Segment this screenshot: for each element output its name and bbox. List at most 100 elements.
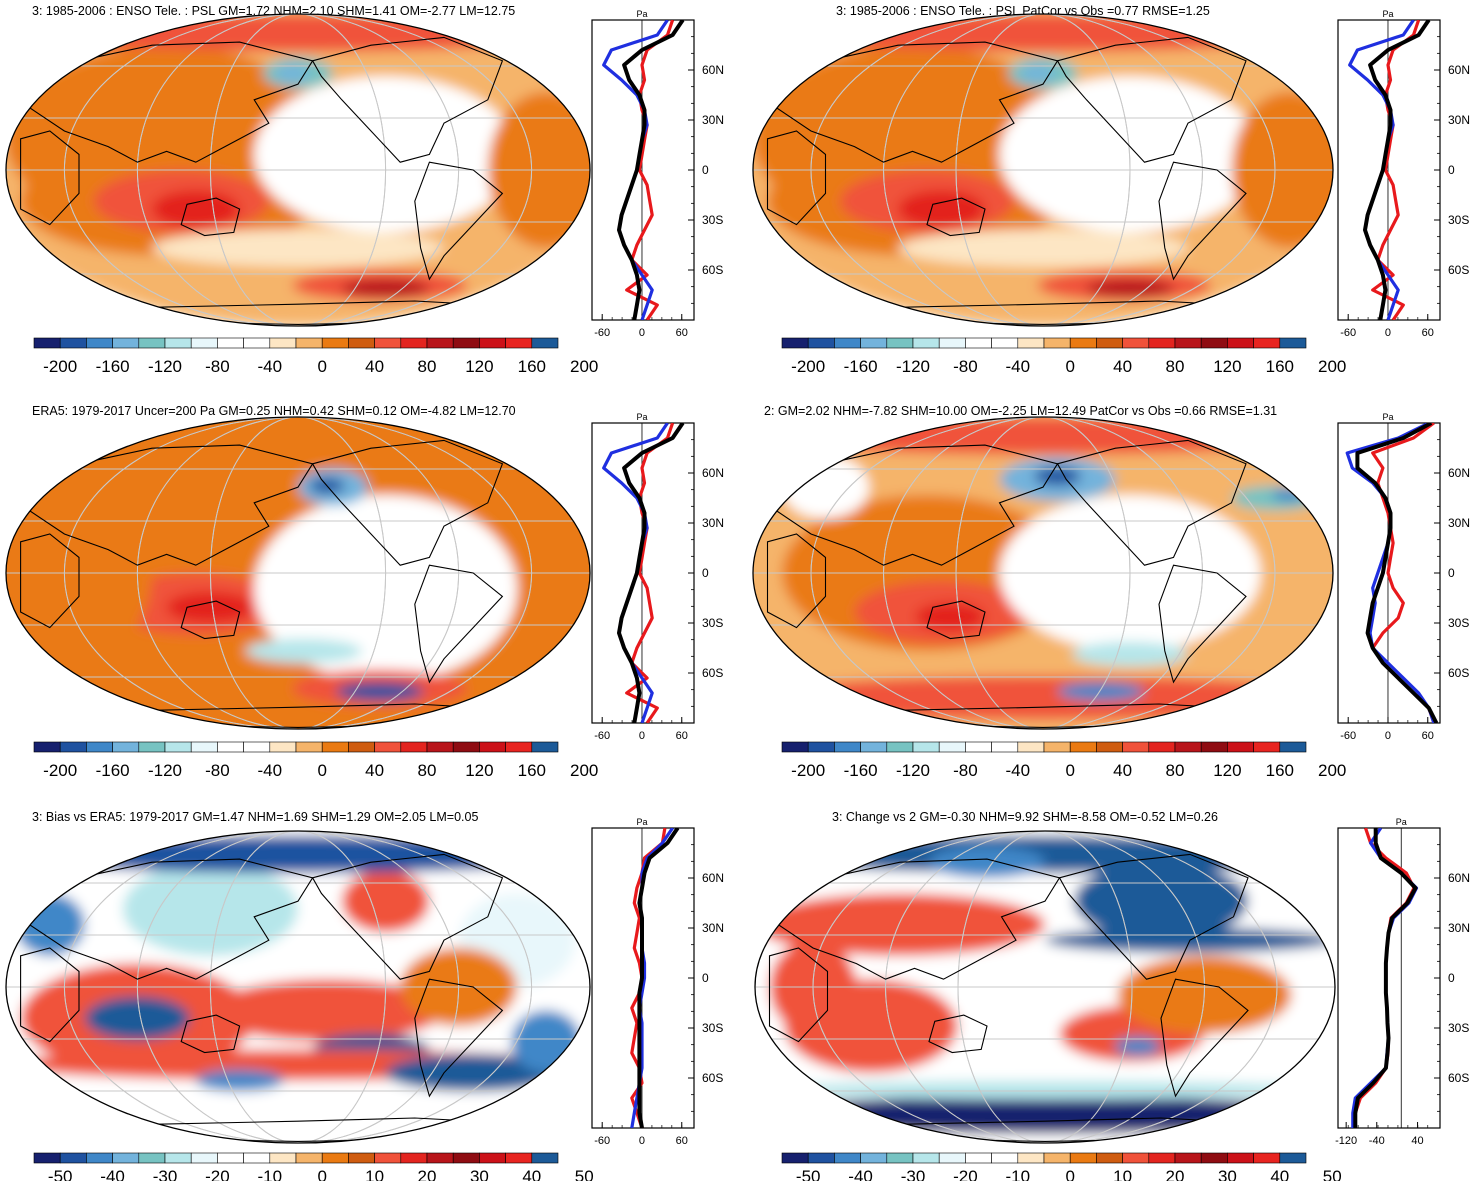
colorbar-label: -40: [258, 357, 283, 376]
colorbar-cell: [807, 337, 835, 349]
colorbar-cell: [33, 741, 61, 753]
contour-region: [385, 1054, 561, 1092]
colorbar-label: 0: [1065, 357, 1074, 376]
colorbar-label: 120: [465, 761, 493, 780]
colorbar-cell: [1017, 1152, 1045, 1164]
latitude-label: 30N: [1448, 516, 1470, 530]
zonal-mean-tick-label: 0: [639, 327, 645, 339]
colorbar-cell: [479, 741, 506, 753]
zonal-mean-curve-black: [637, 828, 680, 1128]
colorbar-label: 30: [1218, 1167, 1237, 1181]
colorbar-cell: [374, 1152, 402, 1164]
colorbar-label: 40: [1270, 1167, 1289, 1181]
colorbar-cell: [781, 337, 809, 349]
contour-region: [755, 893, 1045, 956]
map-outline: [5, 830, 591, 1144]
colorbar-label: 40: [365, 357, 384, 376]
colorbar-cell: [452, 741, 480, 753]
colorbar-cell: [860, 337, 888, 349]
colorbar-label: -80: [205, 761, 230, 780]
colorbar-cell: [86, 1152, 113, 1164]
panel-title: 3: 1985-2006 : ENSO Tele. : PSL GM=1.72 …: [32, 4, 516, 18]
graticule: [6, 831, 590, 1143]
zonal-mean-tick-label: -60: [594, 327, 610, 339]
colorbar-cell: [86, 337, 113, 349]
colorbar-cell: [348, 1152, 375, 1164]
panel-graphics: Pa 60N 30N 0 30S 60S -60 0 60 -200 -160 -120 -80 -40 0…: [752, 9, 1470, 376]
colorbar-cell: [1227, 1152, 1254, 1164]
zonal-mean-unit: Pa: [636, 9, 647, 19]
colorbar-cell: [991, 337, 1019, 349]
zonal-mean-curve-black: [617, 20, 685, 320]
colorbar: -200 -160 -120 -80 -40 0 40 80 120 160 200: [33, 337, 598, 376]
colorbar-label: 40: [522, 1167, 541, 1181]
colorbar-cell: [834, 1152, 861, 1164]
contour-region: [6, 835, 590, 874]
latitude-label: 30N: [1448, 113, 1470, 127]
contour-region: [753, 14, 1333, 52]
colorbar-cell: [912, 1152, 940, 1164]
colorbar-cell: [505, 337, 533, 349]
colorbar-cell: [374, 741, 402, 753]
colorbar-label: 10: [1113, 1167, 1132, 1181]
colorbar-label: -50: [48, 1167, 73, 1181]
colorbar: -200 -160 -120 -80 -40 0 40 80 120 160 200: [781, 741, 1346, 780]
latitude-label: 30S: [702, 616, 723, 630]
colorbar-label: -120: [896, 761, 930, 780]
colorbar-cell: [1279, 337, 1307, 349]
colorbar-cell: [295, 741, 323, 753]
map-outline: [5, 416, 591, 730]
colorbar-cell: [531, 741, 559, 753]
colorbar-cell: [531, 1152, 559, 1164]
colorbar-label: -30: [901, 1167, 926, 1181]
colorbar-label: 80: [418, 357, 437, 376]
colorbar-cell: [505, 1152, 533, 1164]
latitude-label: 60S: [1448, 666, 1469, 680]
contour-region: [1019, 65, 1055, 82]
colorbar-cell: [164, 337, 192, 349]
colorbar-label: 200: [1318, 357, 1346, 376]
map-contour-field: [6, 831, 590, 1143]
latitude-label: 0: [1448, 163, 1455, 177]
colorbar-label: 0: [317, 761, 326, 780]
latitude-label: 30S: [702, 213, 723, 227]
contour-region: [753, 417, 1333, 455]
panel-graphics: Pa 60N 30N 0 30S 60S -60 0 60 -50 -40 -30 -20 -10 0 10 2…: [5, 817, 724, 1181]
zonal-mean-tick-label: -60: [1340, 730, 1356, 742]
contour-region: [1114, 1036, 1161, 1056]
colorbar-cell: [1200, 337, 1228, 349]
panel-title: ERA5: 1979-2017 Uncer=200 Pa GM=0.25 NHM…: [32, 404, 516, 418]
contour-region: [245, 638, 363, 664]
latitude-label: 60S: [702, 263, 723, 277]
zonal-mean-plot: Pa 60N 30N 0 30S 60S -60 0 60: [1337, 9, 1470, 339]
colorbar-cell: [912, 337, 940, 349]
colorbar-cell: [1174, 741, 1202, 753]
colorbar-cell: [321, 741, 349, 753]
colorbar: -50 -40 -30 -20 -10 0 10 20 30 40 50: [33, 1152, 594, 1181]
zonal-mean-curve-red: [1371, 20, 1421, 320]
colorbar-label: 50: [575, 1167, 594, 1181]
colorbar-cell: [1043, 1152, 1071, 1164]
map-contour-field: [6, 14, 590, 326]
colorbar-cell: [1253, 741, 1281, 753]
colorbar-cell: [400, 741, 428, 753]
zonal-mean-plot: Pa 60N 30N 0 30S 60S -60 0 60: [591, 9, 724, 339]
contour-region: [898, 190, 985, 228]
map-contour-field: [753, 417, 1333, 729]
colorbar-label: -50: [796, 1167, 821, 1181]
colorbar-cell: [1096, 337, 1123, 349]
latitude-label: 30S: [702, 1021, 723, 1035]
colorbar-label: -160: [844, 761, 878, 780]
latitude-label: 30N: [1448, 921, 1470, 935]
colorbar-label: -200: [791, 761, 825, 780]
colorbar-cell: [1174, 337, 1202, 349]
colorbar-label: -80: [205, 357, 230, 376]
colorbar-label: -120: [896, 357, 930, 376]
colorbar-cell: [269, 1152, 297, 1164]
colorbar-label: 40: [1113, 761, 1132, 780]
latitude-label: 60N: [1448, 466, 1470, 480]
colorbar-cell: [1279, 1152, 1307, 1164]
colorbar-label: 200: [570, 357, 598, 376]
zonal-mean-tick-label: -60: [594, 730, 610, 742]
contour-region: [166, 591, 255, 623]
